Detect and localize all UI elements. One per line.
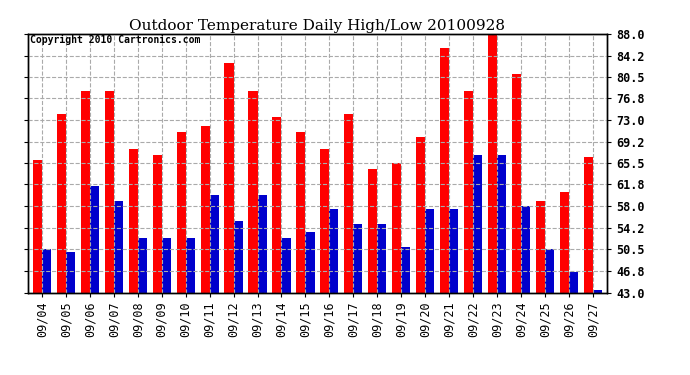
Bar — [401, 246, 411, 292]
Bar — [353, 224, 362, 292]
Bar — [536, 201, 545, 292]
Bar — [33, 160, 42, 292]
Bar — [161, 238, 171, 292]
Bar — [128, 149, 138, 292]
Bar — [512, 74, 521, 292]
Bar — [593, 290, 602, 292]
Bar — [296, 132, 306, 292]
Bar — [224, 63, 234, 292]
Bar — [569, 272, 578, 292]
Bar — [210, 195, 219, 292]
Bar — [545, 249, 554, 292]
Bar — [416, 137, 425, 292]
Bar — [584, 158, 593, 292]
Bar — [449, 209, 458, 292]
Bar — [497, 154, 506, 292]
Title: Outdoor Temperature Daily High/Low 20100928: Outdoor Temperature Daily High/Low 20100… — [130, 19, 505, 33]
Bar — [473, 154, 482, 292]
Bar — [329, 209, 339, 292]
Bar — [57, 114, 66, 292]
Bar — [464, 91, 473, 292]
Bar — [344, 114, 353, 292]
Bar — [282, 238, 290, 292]
Bar — [105, 91, 114, 292]
Bar — [488, 34, 497, 292]
Bar — [392, 163, 401, 292]
Bar — [81, 91, 90, 292]
Bar — [234, 220, 243, 292]
Bar — [201, 126, 210, 292]
Bar — [425, 209, 434, 292]
Bar — [152, 154, 161, 292]
Bar — [138, 238, 147, 292]
Bar — [440, 48, 449, 292]
Bar — [90, 186, 99, 292]
Bar — [273, 117, 282, 292]
Bar — [186, 238, 195, 292]
Bar — [377, 224, 386, 292]
Text: Copyright 2010 Cartronics.com: Copyright 2010 Cartronics.com — [30, 35, 201, 45]
Bar — [42, 249, 51, 292]
Bar — [521, 206, 530, 292]
Bar — [320, 149, 329, 292]
Bar — [306, 232, 315, 292]
Bar — [257, 195, 266, 292]
Bar — [66, 252, 75, 292]
Bar — [248, 91, 257, 292]
Bar — [177, 132, 186, 292]
Bar — [114, 201, 123, 292]
Bar — [560, 192, 569, 292]
Bar — [368, 169, 377, 292]
